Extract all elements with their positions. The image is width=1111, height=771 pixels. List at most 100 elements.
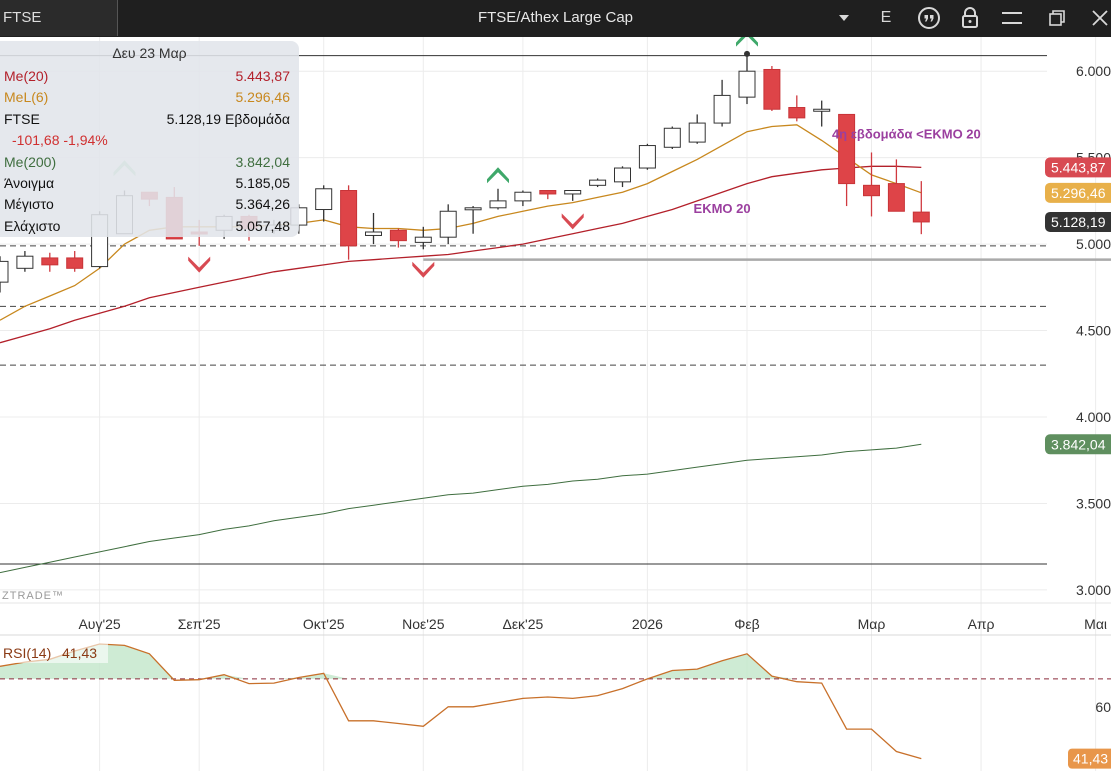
- watermark: ZTRADE™: [2, 590, 64, 602]
- candle: [41, 252, 59, 272]
- info-label: FTSE: [4, 110, 40, 127]
- candle: [489, 188, 507, 210]
- candle: [688, 114, 706, 144]
- candle: [788, 95, 806, 122]
- y-tick-label: 3.500: [1076, 495, 1111, 511]
- rsi-header-bg: [0, 641, 108, 663]
- info-row: Μέγιστο 5.364,26: [4, 194, 290, 214]
- candle: [738, 53, 756, 105]
- info-row: -101,68 -1,94%: [4, 130, 290, 150]
- candle: [0, 256, 9, 293]
- candle-body: [713, 94, 731, 124]
- rsi-label: RSI(14): [3, 645, 51, 661]
- symbol-tab-label: FTSE: [3, 9, 42, 26]
- info-row: Me(20) 5.443,87: [4, 66, 290, 86]
- info-value: 5.364,26: [235, 196, 291, 213]
- price-label-text: 5.296,46: [1051, 185, 1106, 201]
- rsi-line: [0, 643, 922, 760]
- info-label: Me(20): [4, 68, 49, 84]
- candle: [414, 226, 432, 250]
- candle-body: [514, 191, 532, 202]
- candle: [813, 100, 831, 127]
- annotations: 4η εβδομάδα <ΕΚΜΟ 20 ΕΚΜΟ 20: [694, 127, 981, 216]
- rsi-y-tick: 60: [1095, 699, 1111, 715]
- candle: [614, 166, 631, 188]
- restore-window-icon[interactable]: [1042, 0, 1072, 36]
- info-value: 5.128,19 Εβδομάδα: [166, 110, 290, 127]
- price-label: 5.128,19: [1045, 211, 1111, 232]
- candle-body: [315, 188, 333, 211]
- info-row: FTSE 5.128,19 Εβδομάδα: [4, 109, 290, 129]
- signal-arrow-up: [487, 167, 509, 184]
- signal-arrow-down: [412, 261, 435, 278]
- candle: [589, 178, 607, 188]
- price-label: 3.842,04: [1045, 434, 1111, 455]
- time-axis[interactable]: Αυγ'25 Σεπ'25 Οκτ'25 Νοε'25 Δεκ'25 2026 Φεβ Μαρ…: [78, 616, 1107, 632]
- price-label-bg: [1045, 211, 1111, 232]
- candle: [514, 190, 532, 207]
- candle: [365, 212, 382, 245]
- candle: [838, 113, 856, 207]
- info-label: Άνοιγμα: [4, 175, 55, 191]
- candle-body: [41, 257, 59, 266]
- lock-icon[interactable]: [954, 0, 986, 36]
- price-label: 5.296,46: [1045, 182, 1111, 203]
- info-row: Ελάχιστο 5.057,48: [4, 216, 290, 236]
- chart-area[interactable]: 4η εβδομάδα <ΕΚΜΟ 20 ΕΚΜΟ 20 3.000 3.500 4.…: [0, 37, 1111, 771]
- rsi-overbought-fill: [0, 643, 797, 679]
- y-tick-label: 3.000: [1076, 582, 1111, 598]
- e-button[interactable]: E: [872, 0, 900, 36]
- price-label: 5.443,87: [1045, 157, 1111, 178]
- candle-body: [16, 255, 34, 269]
- y-tick-label: 4.500: [1076, 323, 1111, 339]
- info-label: -101,68 -1,94%: [12, 132, 108, 149]
- info-label: MeL(6): [4, 89, 49, 106]
- rsi-value: 41,43: [62, 645, 97, 661]
- y-tick-label: 6.000: [1076, 63, 1111, 79]
- x-tick-label: Απρ: [968, 616, 995, 632]
- ma-line: [0, 165, 922, 344]
- rsi-price-label-bg: [1068, 748, 1111, 769]
- x-tick-label: 2026: [632, 616, 663, 632]
- rsi-header: RSI(14) 41,43: [0, 641, 108, 663]
- candle-body: [564, 190, 582, 195]
- candle-body: [887, 183, 905, 212]
- signal-arrow-down: [561, 213, 584, 230]
- candle: [638, 143, 656, 170]
- menu-icon[interactable]: [996, 0, 1028, 36]
- peak-marker: [744, 50, 750, 57]
- price-label-bg: [1045, 157, 1111, 178]
- close-icon[interactable]: [1088, 0, 1111, 36]
- quote-icon[interactable]: [913, 0, 945, 36]
- e-button-label: E: [880, 9, 892, 26]
- candle: [863, 152, 880, 217]
- signal-arrow-down: [188, 256, 211, 273]
- candle-body: [788, 107, 806, 119]
- rsi-panel: 60 RSI(14) 41,43 41,43: [0, 641, 1111, 769]
- price-label-bg: [1045, 182, 1111, 203]
- info-label: Ελάχιστο: [4, 217, 61, 234]
- chevron-down-icon[interactable]: [828, 0, 860, 36]
- candle-body: [763, 68, 781, 110]
- candle: [439, 204, 457, 245]
- annotation-text: 4η εβδομάδα <ΕΚΜΟ 20: [832, 127, 981, 142]
- candle-body: [414, 236, 432, 243]
- candle-body: [813, 108, 831, 112]
- candle-body: [539, 190, 557, 195]
- annotation-text: ΕΚΜΟ 20: [694, 201, 751, 216]
- candle-body: [688, 122, 706, 143]
- candle: [539, 190, 557, 200]
- x-tick-label: Νοε'25: [402, 616, 445, 632]
- y-tick-label: 4.000: [1076, 409, 1111, 425]
- info-row: Me(200) 3.842,04: [4, 152, 290, 172]
- candle-body: [589, 179, 607, 186]
- x-tick-label: Αυγ'25: [78, 616, 120, 632]
- rsi-price-label: 41,43: [1068, 748, 1111, 769]
- candle-body: [464, 207, 482, 211]
- symbol-tab[interactable]: FTSE: [0, 0, 118, 36]
- info-row: MeL(6) 5.296,46: [4, 87, 290, 107]
- x-tick-label: Μαρ: [858, 616, 886, 632]
- price-label-text: 3.842,04: [1051, 436, 1106, 452]
- x-tick-label: Σεπ'25: [178, 616, 221, 632]
